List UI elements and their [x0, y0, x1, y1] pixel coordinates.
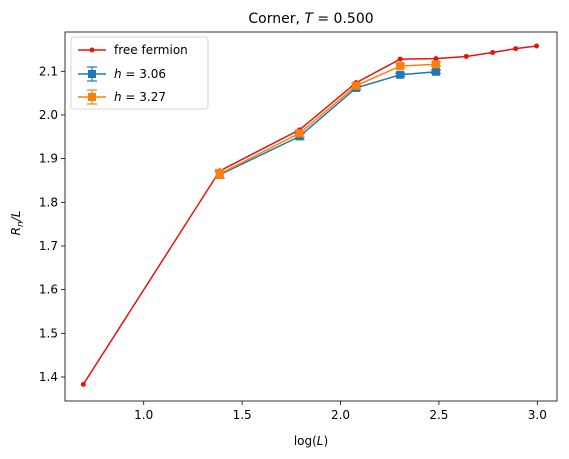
y-axis-label-sub: n — [16, 221, 26, 227]
legend-entry-h327: h = 3.27 — [78, 89, 166, 105]
series-0-point — [80, 381, 86, 387]
y-tick-label: 1.9 — [39, 152, 58, 166]
y-tick-label: 1.7 — [39, 239, 58, 253]
series-2-point — [352, 81, 361, 90]
y-axis-label-main: R — [9, 227, 23, 235]
legend-label-free-fermion: free fermion — [114, 43, 188, 57]
series-0-point — [534, 43, 540, 49]
series-2 — [214, 60, 441, 179]
x-axis-label-suffix: ) — [323, 434, 328, 448]
legend-label-free-fermion-text: free fermion — [114, 43, 188, 57]
y-axis-ticks: 1.4 1.5 1.6 1.7 1.8 1.9 2.0 2.1 — [39, 64, 65, 384]
legend-label-h306: h = 3.06 — [114, 67, 166, 81]
series-2-point — [215, 169, 224, 178]
series-1-point — [396, 70, 405, 79]
legend-label-h306-var: h — [114, 67, 122, 81]
series-0-point — [513, 46, 519, 52]
chart-title-value: = 0.500 — [313, 11, 374, 27]
x-tick-label: 1.0 — [134, 408, 153, 422]
series-0-point — [490, 50, 496, 56]
legend-marker-h306 — [88, 70, 96, 78]
legend-label-h306-value: = 3.06 — [122, 67, 166, 81]
chart-title: Corner, T = 0.500 — [248, 11, 373, 27]
chart-title-prefix: Corner, — [248, 11, 304, 27]
legend-entry-h306: h = 3.06 — [78, 66, 166, 82]
series-2-point — [396, 62, 405, 71]
series-2-point — [295, 129, 304, 138]
chart-title-var: T — [304, 11, 314, 27]
series-layer — [80, 43, 540, 387]
y-axis-label-suffix: /L — [9, 211, 23, 223]
series-0-line — [82, 45, 537, 385]
legend-label-h327-var: h — [114, 90, 122, 104]
x-axis-label: log(L) — [294, 434, 328, 448]
series-0-point — [397, 56, 403, 62]
series-1-point — [431, 67, 440, 76]
legend-box — [70, 36, 209, 110]
x-axis-label-var: L — [317, 434, 324, 448]
legend: free fermion h = 3.06 h = 3.27 — [70, 36, 209, 110]
legend-marker-free-fermion — [89, 47, 95, 53]
x-tick-label: 1.5 — [233, 408, 252, 422]
legend-marker-h327 — [88, 93, 96, 101]
x-axis-label-prefix: log( — [294, 434, 317, 448]
legend-entry-free-fermion: free fermion — [78, 43, 188, 57]
y-tick-label: 1.5 — [39, 326, 58, 340]
series-0-point — [433, 56, 439, 62]
y-tick-label: 1.4 — [39, 370, 58, 384]
legend-label-h327-value: = 3.27 — [122, 90, 166, 104]
x-axis-ticks: 1.0 1.5 2.0 2.5 3.0 — [134, 401, 547, 422]
y-tick-label: 1.6 — [39, 283, 58, 297]
y-tick-label: 2.0 — [39, 108, 58, 122]
x-tick-label: 3.0 — [528, 408, 547, 422]
axes-frame — [64, 31, 558, 402]
y-tick-label: 2.1 — [39, 64, 58, 78]
x-tick-label: 2.0 — [331, 408, 350, 422]
x-tick-label: 2.5 — [429, 408, 448, 422]
legend-label-h327: h = 3.27 — [114, 90, 166, 104]
y-tick-label: 1.8 — [39, 195, 58, 209]
series-0-point — [463, 53, 469, 59]
series-2-point — [431, 60, 440, 69]
y-axis-label: Rn/L — [9, 211, 26, 236]
